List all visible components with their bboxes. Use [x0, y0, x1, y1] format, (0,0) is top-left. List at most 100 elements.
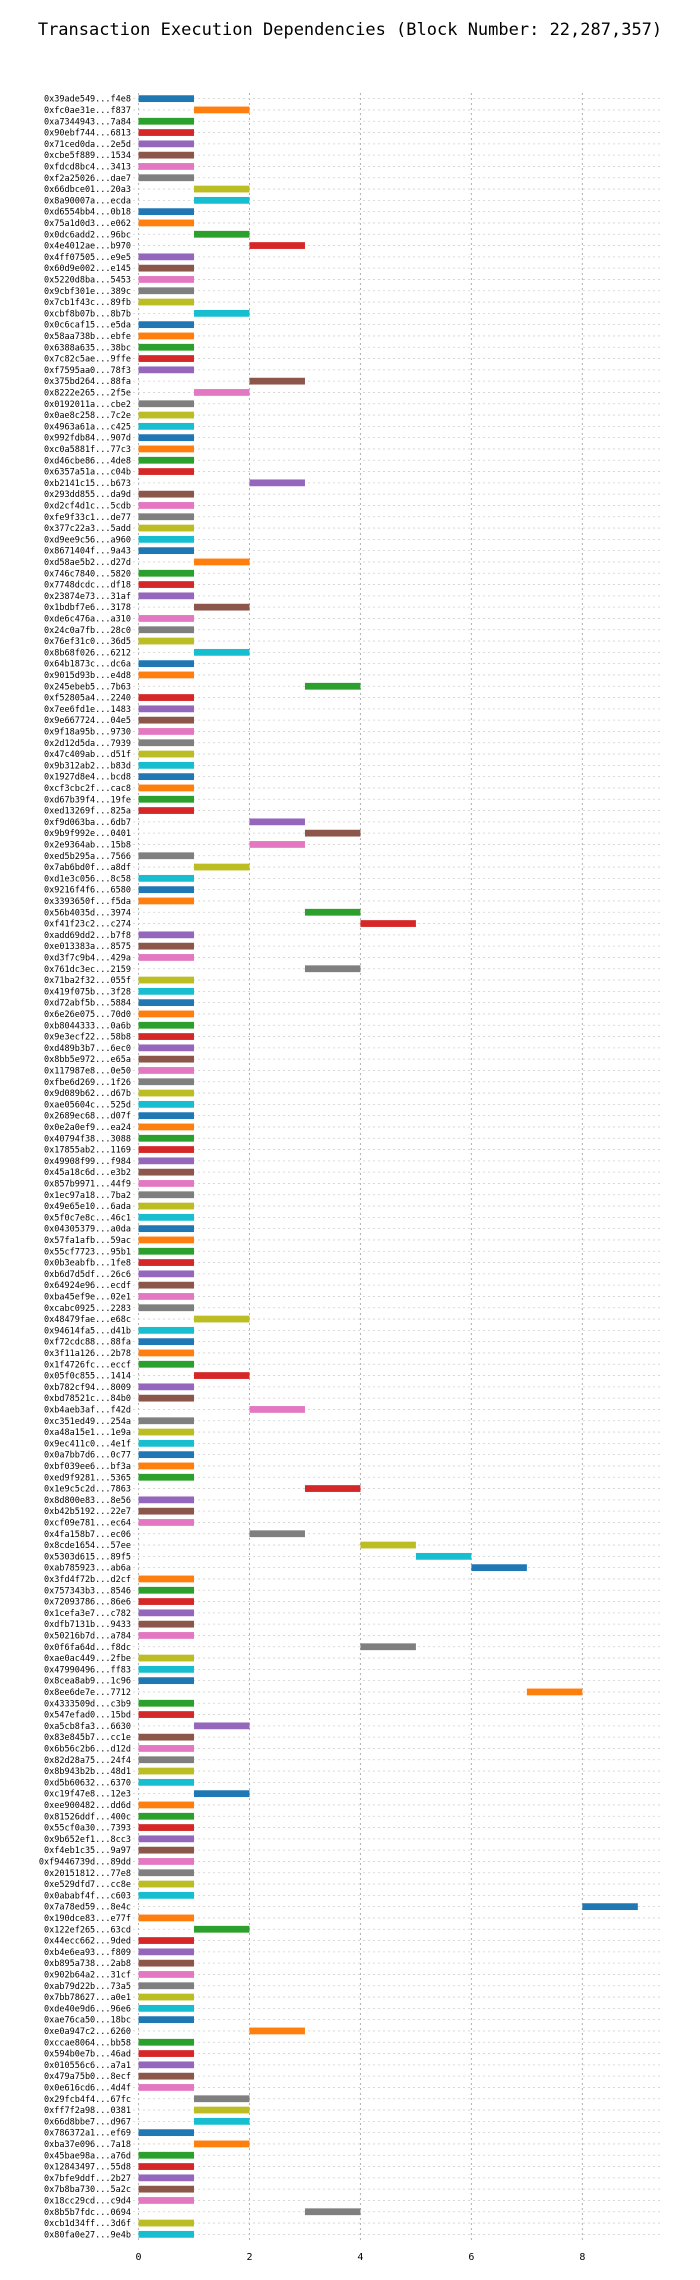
- y-tick-label: 0xfbe6d269...1f26: [44, 1078, 131, 1088]
- bar: [138, 1824, 195, 1831]
- y-tick-label: 0x17855ab2...1169: [44, 1146, 131, 1156]
- bar: [138, 1598, 195, 1605]
- x-tick-label: 6: [468, 2252, 474, 2263]
- bar: [471, 1564, 527, 1572]
- y-tick-label: 0x4963a61a...c425: [44, 422, 131, 432]
- y-tick-label: 0x44ecc662...9ded: [44, 1937, 131, 1947]
- y-tick-label: 0xb6d7d5df...26c6: [44, 1270, 131, 1280]
- y-tick-label: 0x0e616cd6...4d4f: [44, 2083, 131, 2093]
- bar: [138, 1112, 195, 1120]
- bar: [138, 1428, 195, 1436]
- bar: [138, 355, 195, 362]
- bar: [138, 1869, 195, 1877]
- y-tick-label: 0xd1e3c056...8c58: [44, 874, 131, 884]
- bar: [138, 671, 195, 679]
- y-tick-label: 0x9b9f992e...0401: [44, 829, 131, 839]
- bar: [138, 1338, 195, 1346]
- bar: [138, 1180, 195, 1187]
- y-tick-label: 0x20151812...77e8: [44, 1869, 131, 1879]
- bar: [138, 1880, 195, 1888]
- bar: [194, 558, 250, 566]
- y-tick-label: 0xf9d063ba...6db7: [44, 818, 131, 828]
- y-tick-label: 0xcabc0925...2283: [44, 1304, 131, 1314]
- y-tick-label: 0x117987e8...0e50: [44, 1066, 131, 1076]
- y-tick-label: 0xbd78521c...84b0: [44, 1394, 131, 1404]
- y-tick-label: 0xed13269f...825a: [44, 807, 131, 817]
- bar: [194, 863, 250, 871]
- y-tick-label: 0x64b1873c...dc6a: [44, 660, 131, 670]
- bar: [138, 1654, 195, 1662]
- y-tick-label: 0x04305379...a0da: [44, 1225, 131, 1235]
- y-tick-label: 0x48479fae...e68c: [44, 1315, 131, 1325]
- bar: [138, 400, 195, 408]
- y-tick-label: 0xba45ef9e...02e1: [44, 1292, 131, 1302]
- bar: [138, 1846, 195, 1854]
- y-tick-label: 0x6b56c2b6...d12d: [44, 1744, 131, 1754]
- bar: [138, 2151, 195, 2159]
- y-tick-label: 0xee900482...dd6d: [44, 1801, 131, 1811]
- y-tick-label: 0x7bb78627...a0e1: [44, 1993, 131, 2003]
- x-tick-label: 2: [246, 2252, 252, 2263]
- bar: [249, 818, 305, 826]
- y-tick-label: 0x66dbce01...20a3: [44, 185, 131, 195]
- bar: [138, 1677, 195, 1685]
- bar: [138, 445, 195, 453]
- bar: [138, 366, 195, 374]
- bar: [138, 1100, 195, 1108]
- y-tick-label: 0x47c409ab...d51f: [44, 750, 131, 760]
- y-tick-label: 0x75a1d0d3...e062: [44, 219, 131, 229]
- bar: [138, 524, 195, 532]
- bar: [138, 2016, 195, 2024]
- y-tick-label: 0x375bd264...88fa: [44, 377, 131, 387]
- y-tick-label: 0x7bfe9ddf...2b27: [44, 2174, 131, 2184]
- bar: [138, 1699, 195, 1707]
- bar: [138, 129, 195, 136]
- bar: [138, 1157, 195, 1165]
- bar: [304, 908, 361, 916]
- y-tick-label: 0xf7595aa0...78f3: [44, 366, 131, 376]
- y-tick-label: 0x80fa0e27...9e4b: [44, 2230, 131, 2240]
- bar: [138, 1191, 195, 1199]
- y-tick-label: 0xcbe5f889...1534: [44, 151, 131, 161]
- y-tick-label: 0x9cbf301e...389c: [44, 287, 131, 297]
- y-tick-label: 0x57fa1afb...59ac: [44, 1236, 131, 1246]
- bar: [138, 2050, 195, 2057]
- bar: [138, 626, 195, 634]
- bar: [138, 773, 195, 781]
- bar: [304, 2208, 361, 2216]
- bar: [138, 2061, 195, 2069]
- y-tick-label: 0xd9ee9c56...a960: [44, 535, 131, 545]
- y-tick-label: 0x0e2a0ef9...ea24: [44, 1123, 131, 1133]
- y-tick-label: 0xd72abf5b...5884: [44, 999, 131, 1009]
- bar: [304, 1485, 361, 1492]
- bar: [138, 874, 195, 882]
- bar: [138, 2004, 195, 2012]
- y-tick-label: 0x377c22a3...5add: [44, 524, 131, 534]
- y-tick-label: 0xb782cf94...8009: [44, 1383, 131, 1393]
- y-tick-label: 0x47990496...ff83: [44, 1665, 131, 1675]
- y-tick-label: 0x83e845b7...cc1e: [44, 1733, 131, 1743]
- y-tick-label: 0xb42b5192...22e7: [44, 1507, 131, 1517]
- bar: [249, 841, 305, 848]
- y-tick-label: 0xed5b295a...7566: [44, 852, 131, 862]
- y-tick-label: 0x8222e265...2f5e: [44, 388, 131, 398]
- y-tick-label: 0xe0a947c2...6260: [44, 2027, 131, 2037]
- y-tick-label: 0x8b5b7fdc...0694: [44, 2208, 131, 2218]
- y-tick-label: 0x1cefa3e7...c782: [44, 1609, 131, 1619]
- bar: [138, 1326, 195, 1334]
- y-tick-label: 0x010556c6...a7a1: [44, 2061, 131, 2071]
- y-tick-label: 0x8b68f026...6212: [44, 648, 131, 658]
- y-tick-label: 0xdfb7131b...9433: [44, 1620, 131, 1630]
- y-tick-label: 0xcb1d34ff...3d6f: [44, 2219, 131, 2229]
- bar: [138, 1609, 195, 1617]
- bar: [138, 1259, 195, 1266]
- y-tick-label: 0x9ec411c0...4e1f: [44, 1439, 131, 1449]
- bar: [138, 852, 195, 860]
- y-tick-label: 0xcbf8b07b...8b7b: [44, 309, 131, 319]
- bar: [138, 1575, 195, 1583]
- y-tick-label: 0xff7f2a98...0381: [44, 2106, 131, 2116]
- y-tick-label: 0xc19f47e8...12e3: [44, 1790, 131, 1800]
- bar: [138, 750, 195, 758]
- bar: [138, 140, 195, 148]
- y-tick-label: 0x8ee6de7e...7712: [44, 1688, 131, 1698]
